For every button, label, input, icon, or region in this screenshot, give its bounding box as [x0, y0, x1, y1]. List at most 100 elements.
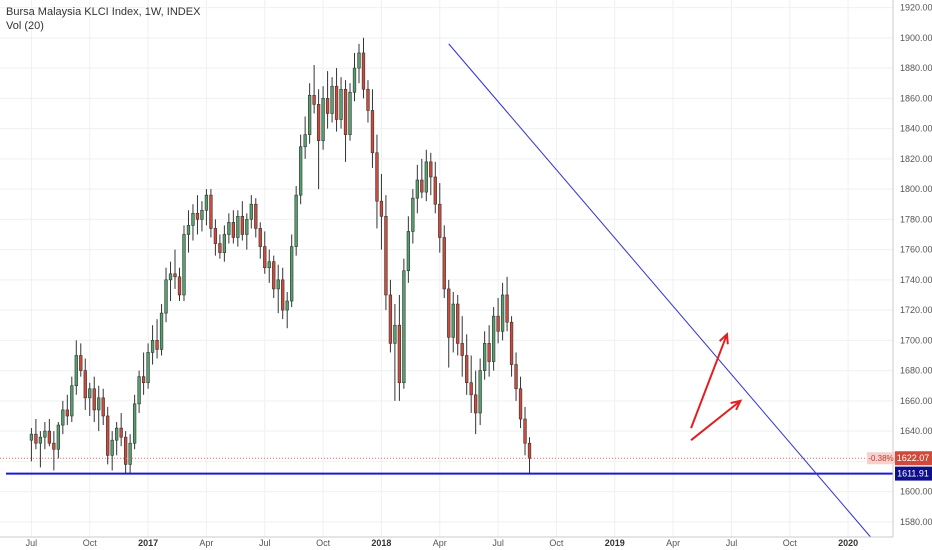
x-tick-label: 2019 — [605, 538, 625, 548]
candle — [47, 419, 52, 447]
change-tag-bg — [867, 452, 895, 465]
candle-body — [254, 203, 258, 229]
candle-body — [415, 179, 419, 199]
candle — [88, 382, 92, 416]
candle-body — [263, 246, 267, 269]
candle — [200, 201, 204, 232]
candle-body — [361, 52, 366, 90]
candle-body — [240, 216, 244, 235]
candle — [299, 134, 303, 205]
candle-body — [200, 209, 204, 220]
candle-body — [155, 340, 159, 350]
candle — [115, 422, 119, 456]
candle — [361, 37, 366, 99]
candle-body — [186, 225, 191, 235]
last-price-tag: 1622.07 — [897, 453, 930, 463]
y-tick-label: 1740.00 — [900, 275, 932, 285]
candle-body — [357, 52, 361, 69]
candle — [34, 419, 38, 450]
candle — [213, 219, 218, 256]
candle — [222, 225, 227, 262]
candle-body — [79, 355, 83, 371]
candle-body — [469, 382, 473, 396]
candle — [29, 428, 34, 462]
candle-body — [177, 276, 182, 296]
candle — [137, 370, 141, 413]
candle — [500, 282, 505, 341]
candle — [92, 376, 96, 423]
candle-body — [168, 273, 173, 281]
candle — [469, 355, 473, 413]
candle-body — [478, 370, 482, 414]
candle — [325, 71, 330, 129]
candle-body — [312, 94, 316, 105]
candle-body — [56, 424, 60, 450]
candle — [406, 216, 411, 283]
candles — [29, 37, 532, 474]
y-tick-label: 1860.00 — [900, 93, 932, 103]
candle — [74, 340, 78, 395]
candle-body — [110, 439, 114, 456]
candle — [339, 77, 343, 129]
candle-body — [236, 216, 240, 238]
candle-body — [379, 200, 384, 217]
candle-body — [366, 88, 370, 111]
y-tick-label: 1920.00 — [900, 3, 932, 13]
candle — [146, 343, 150, 389]
candle-body — [137, 376, 141, 405]
y-tick-label: 1800.00 — [900, 184, 932, 194]
candle-body — [433, 176, 437, 205]
candle — [460, 316, 464, 377]
candle-body — [276, 279, 280, 290]
drawings[interactable] — [0, 43, 893, 538]
candle — [52, 431, 56, 471]
candle — [357, 43, 361, 84]
candle-body — [285, 300, 289, 311]
candle — [384, 195, 388, 311]
candle-body — [316, 104, 321, 141]
candle-body — [119, 427, 123, 438]
candle — [79, 343, 83, 377]
candle-body — [38, 436, 43, 444]
x-tick-label: Oct — [783, 538, 798, 548]
candle — [433, 161, 437, 214]
candle-body — [213, 228, 218, 244]
candle — [195, 195, 200, 235]
candle-body — [182, 234, 186, 296]
candle-body — [384, 216, 388, 296]
candle — [132, 394, 137, 450]
candle-body — [227, 222, 231, 235]
candle — [276, 264, 280, 314]
candle — [415, 164, 419, 214]
x-tick-label: Apr — [433, 538, 447, 548]
x-tick-label: Jul — [726, 538, 738, 548]
candle-body — [321, 98, 325, 141]
candle — [249, 195, 253, 229]
candle — [321, 86, 325, 150]
candle — [263, 231, 267, 274]
candle-body — [509, 321, 514, 365]
x-tick-label: Oct — [83, 538, 98, 548]
arrow-shaft — [690, 333, 728, 429]
candle — [411, 189, 415, 244]
candle — [70, 376, 74, 423]
trendline — [448, 43, 871, 538]
candle-body — [106, 415, 110, 456]
candle — [294, 186, 298, 256]
candle — [56, 422, 60, 459]
x-tick-label: Jul — [259, 538, 271, 548]
candle-body — [474, 394, 478, 414]
y-tick-label: 1900.00 — [900, 33, 932, 43]
candle-body — [132, 403, 137, 444]
candle-body — [438, 203, 442, 238]
candle — [227, 213, 231, 244]
candle — [496, 297, 500, 344]
candle-body — [231, 222, 235, 238]
candle — [424, 149, 428, 202]
candle-body — [375, 152, 379, 202]
candle-body — [92, 388, 96, 411]
candle — [101, 388, 105, 426]
